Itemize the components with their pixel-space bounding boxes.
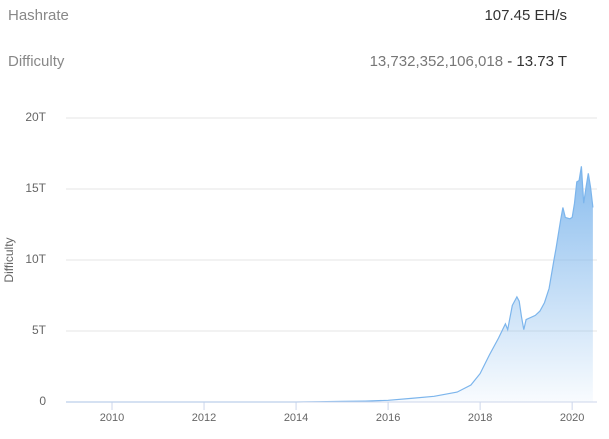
y-tick-label: 20T [25,110,46,124]
x-tick-label: 2018 [468,412,492,424]
stat-label: Hashrate [8,7,69,24]
stat-row: Difficulty 13,732,352,106,018 - 13.73 T [8,53,567,70]
y-tick-label: 0 [39,394,46,408]
stat-row: Hashrate 107.45 EH/s [8,7,567,24]
y-tick-label: 10T [25,252,46,266]
y-axis-title: Difficulty [2,237,16,282]
x-tick-label: 2016 [376,412,400,424]
stat-short: 13.73 T [516,53,567,70]
x-tick-label: 2010 [100,412,124,424]
stat-value: 13,732,352,106,018 [369,53,504,70]
x-tick-label: 2012 [192,412,216,424]
line [66,166,594,403]
separator: - [507,53,513,70]
area [66,166,593,402]
y-tick-label: 5T [32,323,47,337]
x-tick-label: 2020 [560,412,584,424]
y-tick-label: 15T [25,181,46,195]
stat-label: Difficulty [8,53,65,70]
stat-value: 107.45 EH/s [484,7,567,24]
x-tick-label: 2014 [284,412,308,424]
